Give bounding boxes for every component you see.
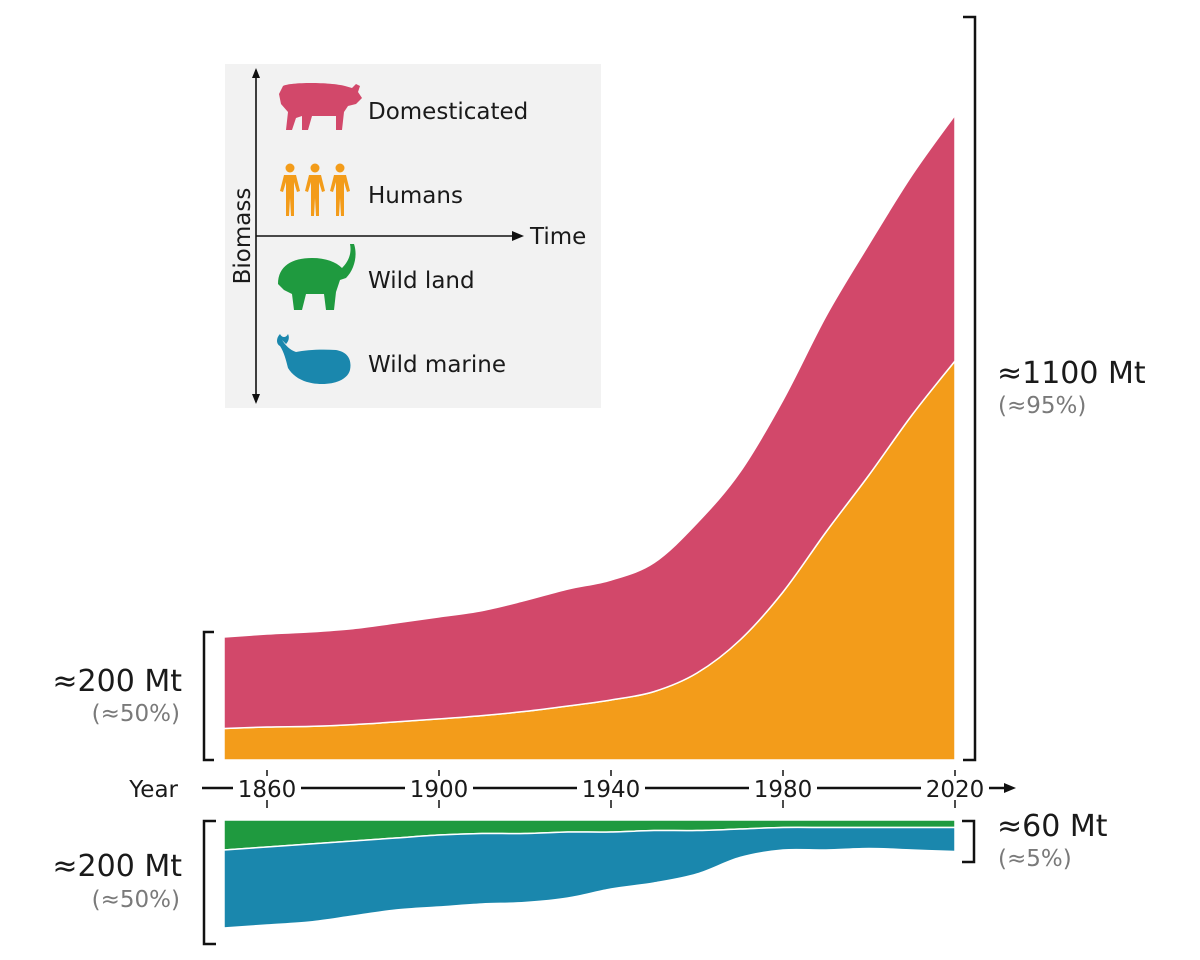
bottom-start-share: (≈50%) (92, 887, 180, 913)
arrow-up-icon (252, 68, 260, 78)
legend: Biomass Time Domesticated Humans Wild la… (225, 64, 601, 408)
arrow-right-icon (512, 231, 524, 241)
bottom-end-share: (≈5%) (998, 846, 1072, 872)
x-axis-label: Year (128, 777, 178, 803)
whale-icon (277, 334, 351, 384)
legend-label-wild-marine: Wild marine (368, 352, 506, 378)
x-tick-label: 1900 (410, 777, 469, 803)
x-axis-arrow-icon (1004, 783, 1016, 793)
top-end-value: ≈1100 Mt (997, 356, 1146, 391)
arrow-down-icon (252, 394, 260, 404)
top-start-value: ≈200 Mt (52, 664, 182, 699)
x-axis: Year 1860 1900 1940 1980 2020 (128, 770, 1016, 808)
bracket-top-right (963, 15, 977, 762)
bottom-start-value: ≈200 Mt (52, 849, 182, 884)
legend-label-wild-land: Wild land (368, 268, 475, 294)
legend-time-label: Time (529, 224, 586, 250)
x-tick-label: 2020 (926, 777, 985, 803)
bracket-bottom-right (962, 819, 976, 864)
x-tick-label: 1940 (582, 777, 641, 803)
legend-label-domesticated: Domesticated (368, 99, 528, 125)
top-end-share: (≈95%) (998, 393, 1086, 419)
bottom-panel-areas (223, 819, 956, 929)
elephant-icon (278, 244, 356, 310)
area-wild-marine (223, 826, 956, 929)
x-tick-label: 1980 (754, 777, 813, 803)
cow-icon (279, 83, 362, 130)
x-tick-label: 1860 (238, 777, 297, 803)
top-start-share: (≈50%) (92, 701, 180, 727)
legend-biomass-label: Biomass (230, 188, 256, 285)
top-panel-areas (223, 114, 956, 761)
bottom-end-value: ≈60 Mt (997, 809, 1108, 844)
legend-label-humans: Humans (368, 183, 463, 209)
humans-icon (280, 163, 350, 216)
bracket-bottom-left (202, 819, 216, 946)
area-domesticated (223, 114, 956, 730)
bracket-top-left (202, 630, 214, 762)
